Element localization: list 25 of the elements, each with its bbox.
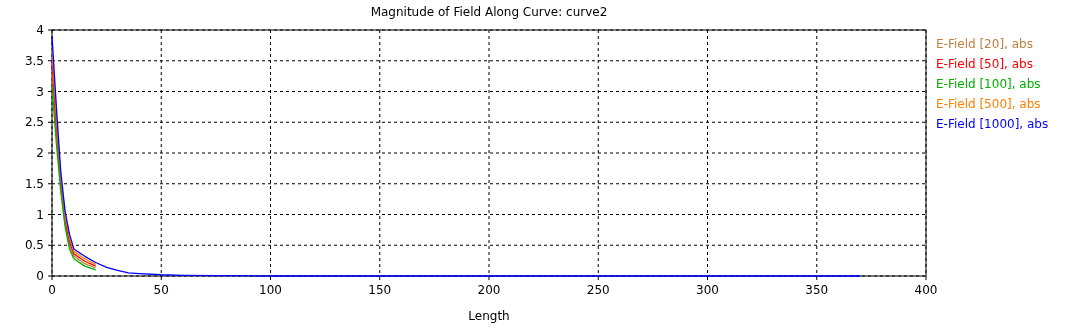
x-tick-label: 200 — [477, 283, 501, 297]
text: E-Field [50], abs — [936, 57, 1033, 71]
x-tick-label: 250 — [586, 283, 610, 297]
x-tick-label: 0 — [48, 283, 56, 297]
x-axis-title: Length — [468, 309, 510, 323]
y-tick-label: 3.5 — [24, 53, 44, 68]
y-tick-label: 4 — [36, 23, 44, 37]
x-tick-label: 150 — [368, 283, 392, 297]
y-tick-label: 2.5 — [24, 115, 44, 130]
chart-title: Magnitude of Field Along Curve: curve2 — [370, 5, 608, 19]
y-tick-label: 0 — [36, 269, 44, 283]
y-tick-label: 1 — [36, 207, 44, 222]
y-tick-label: 1.5 — [24, 176, 44, 191]
text: E-Field [1000], abs — [936, 117, 1049, 131]
x-tick-label: 100 — [259, 283, 282, 297]
x-tick-label: 350 — [805, 283, 829, 297]
x-tick-label: 400 — [914, 283, 938, 297]
y-tick-label: 3 — [36, 84, 44, 99]
x-tick-label: 50 — [153, 283, 169, 297]
text: E-Field [20], abs — [936, 37, 1033, 51]
y-tick-label: 0.5 — [24, 238, 44, 253]
x-tick-label: 300 — [696, 283, 719, 297]
text: E-Field [500], abs — [936, 97, 1041, 111]
y-tick-label: 2 — [36, 146, 44, 160]
text: E-Field [100], abs — [936, 77, 1041, 91]
